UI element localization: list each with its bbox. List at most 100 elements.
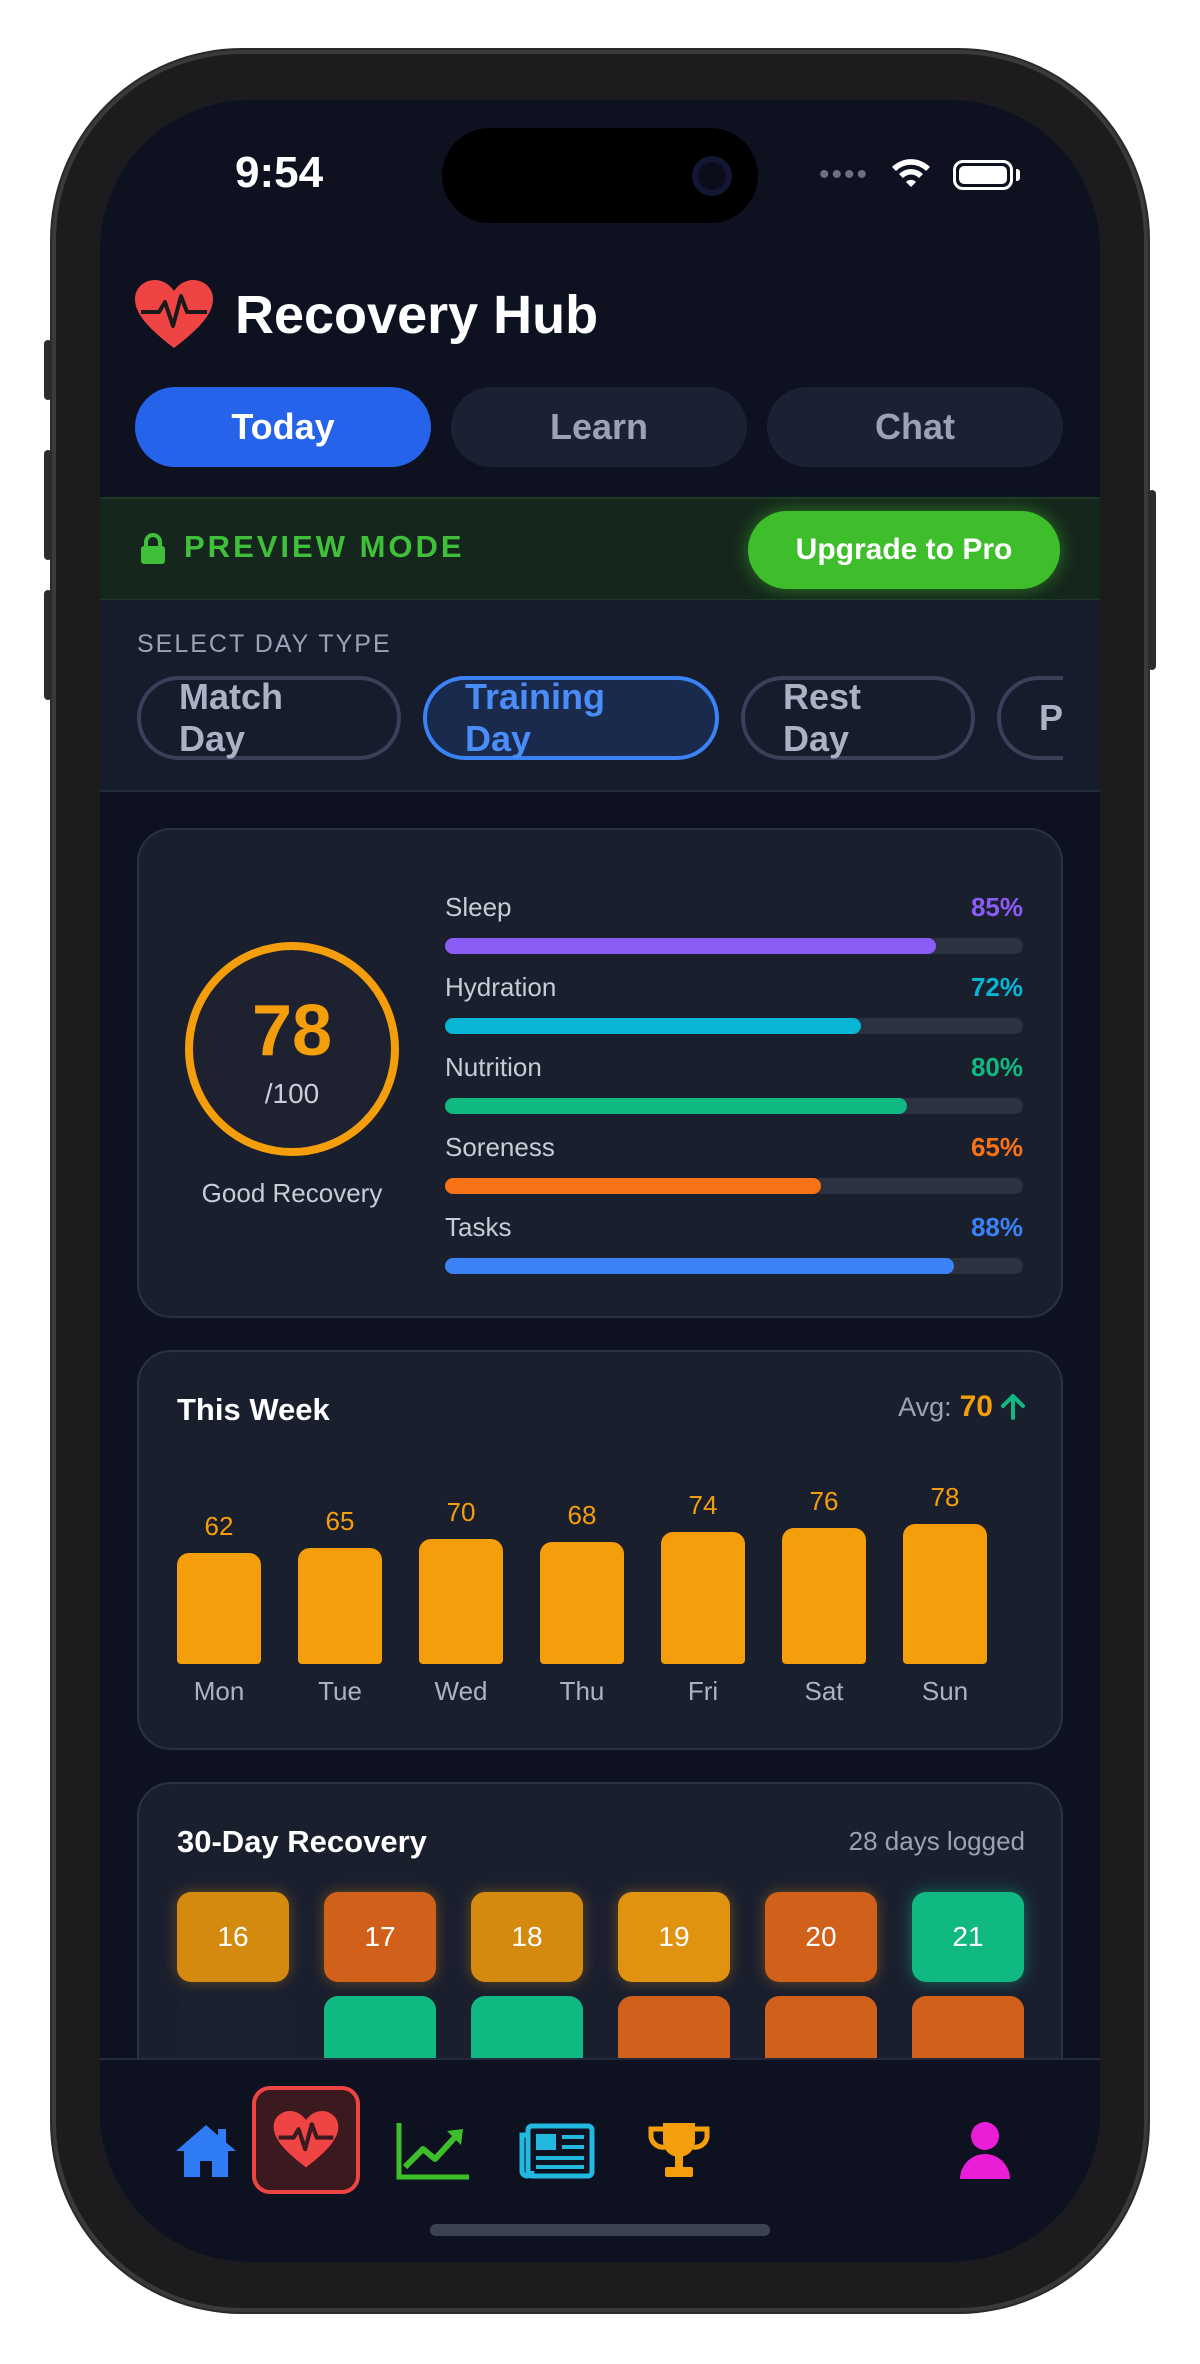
preview-mode-label: PREVIEW MODE [184, 529, 465, 564]
tab-chat[interactable]: Chat [767, 387, 1063, 467]
nav-achievements[interactable] [634, 2106, 724, 2196]
metric-name: Nutrition [445, 1052, 542, 1082]
volume-down-button [44, 590, 52, 700]
week-average: Avg: 70 [898, 1390, 1025, 1424]
metric-fill [445, 1098, 908, 1114]
metric-track [445, 1018, 1023, 1034]
bar-value-label: 76 [809, 1486, 839, 1516]
calendar-day[interactable]: 16 [177, 1892, 289, 1982]
preview-banner: PREVIEW MODE Upgrade to Pro [100, 497, 1100, 601]
main-tabs: Today Learn Chat [135, 387, 1063, 467]
calendar-subtitle: 28 days logged [848, 1826, 1025, 1856]
bar-tue [298, 1548, 382, 1664]
lock-icon [141, 533, 165, 564]
day-type-caption: SELECT DAY TYPE [137, 630, 392, 658]
nav-news[interactable] [512, 2106, 602, 2196]
bar-category-label: Tue [318, 1676, 362, 1706]
nav-recovery[interactable] [252, 2086, 360, 2194]
bar-sun [903, 1524, 987, 1664]
bar-value-label: 65 [325, 1506, 355, 1536]
power-button [1148, 490, 1156, 670]
bar-value-label: 68 [567, 1500, 597, 1530]
bar-category-label: Fri [687, 1676, 719, 1706]
calendar-day[interactable]: 17 [324, 1892, 436, 1982]
app-screen: 9:54 •••• Recovery Hub Today Learn Chat … [100, 100, 1100, 2262]
chip-training-day[interactable]: Training Day [423, 676, 719, 760]
bar-category-label: Thu [559, 1676, 605, 1706]
app-header: Recovery Hub [135, 280, 598, 350]
metric-name: Tasks [445, 1212, 512, 1242]
avg-label: Avg: [898, 1391, 952, 1422]
bar-sat [782, 1528, 866, 1664]
nav-progress[interactable] [388, 2106, 478, 2196]
calendar-day[interactable]: 20 [765, 1892, 877, 1982]
nav-home[interactable] [161, 2106, 251, 2196]
heart-pulse-icon [273, 2111, 339, 2168]
avg-value: 70 [959, 1390, 993, 1423]
score-max: /100 [264, 1078, 320, 1109]
bar-thu [540, 1542, 624, 1664]
bar-mon [177, 1553, 261, 1664]
calendar-day[interactable]: 18 [471, 1892, 583, 1982]
calendar-title: 30-Day Recovery [177, 1824, 427, 1859]
action-button [44, 340, 52, 400]
status-icons: •••• [819, 158, 1020, 192]
status-time: 9:54 [235, 148, 324, 197]
metric-track [445, 1258, 1023, 1274]
bar-value-label: 74 [688, 1490, 718, 1520]
bar-category-label: Sat [804, 1676, 844, 1706]
metric-name: Sleep [445, 892, 512, 922]
metric-fill [445, 1258, 954, 1274]
bar-fri [661, 1532, 745, 1664]
wifi-icon [892, 159, 930, 187]
metric-name: Hydration [445, 972, 557, 1002]
nav-profile[interactable] [940, 2106, 1030, 2196]
calendar-day[interactable]: 21 [912, 1892, 1024, 1982]
recovery-score-card: 78 /100 Good Recovery Sleep 85% Hydration 7… [137, 828, 1063, 1318]
week-card: This Week Avg: 70 62 Mon 65 Tue 70 Wed 68 Thu 74… [137, 1350, 1063, 1750]
calendar-day[interactable]: 19 [618, 1892, 730, 1982]
user-icon [960, 2122, 1010, 2179]
chip-pr[interactable]: Pr [997, 676, 1063, 760]
metric-value: 88% [970, 1212, 1023, 1242]
bar-wed [419, 1539, 503, 1664]
chart-line-icon [396, 2123, 469, 2180]
heart-pulse-icon [135, 280, 213, 348]
metric-value: 85% [970, 892, 1023, 922]
bar-category-label: Sun [921, 1676, 969, 1706]
trophy-icon [648, 2123, 710, 2177]
bar-value-label: 62 [204, 1511, 234, 1541]
tab-today[interactable]: Today [135, 387, 431, 467]
chip-rest-day[interactable]: Rest Day [741, 676, 975, 760]
recovery-status: Good Recovery [201, 1178, 383, 1208]
metric-value: 65% [970, 1132, 1023, 1162]
metric-value: 72% [970, 972, 1023, 1002]
home-indicator [430, 2224, 770, 2236]
recovery-score: 78 [251, 991, 333, 1071]
upgrade-button[interactable]: Upgrade to Pro [748, 511, 1060, 589]
chip-match-day[interactable]: Match Day [137, 676, 401, 760]
arrow-up-icon [1001, 1394, 1025, 1420]
day-type-selector: SELECT DAY TYPE Match Day Training Day R… [100, 600, 1100, 792]
battery-icon [953, 160, 1013, 190]
newspaper-icon [519, 2123, 595, 2179]
score-ring: 78 /100 [185, 942, 399, 1156]
home-icon [176, 2125, 236, 2177]
week-bar-chart: 62 Mon 65 Tue 70 Wed 68 Thu 74 Fri 76 Sat 78 Sun [177, 1452, 1027, 1722]
metric-track [445, 1178, 1023, 1194]
day-type-chips: Match Day Training Day Rest Day Pr [137, 676, 1063, 760]
metric-track [445, 1098, 1023, 1114]
week-title: This Week [177, 1392, 330, 1427]
bar-category-label: Mon [193, 1676, 245, 1706]
bar-value-label: 78 [930, 1482, 960, 1512]
metric-name: Soreness [445, 1132, 555, 1162]
bottom-nav [100, 2058, 1100, 2262]
app-title: Recovery Hub [235, 285, 599, 345]
signal-icon: •••• [818, 158, 869, 191]
tab-learn[interactable]: Learn [451, 387, 747, 467]
metric-fill [445, 938, 937, 954]
bar-value-label: 70 [446, 1497, 476, 1527]
metric-track [445, 938, 1023, 954]
dynamic-island [442, 128, 758, 223]
bar-category-label: Wed [434, 1676, 488, 1706]
